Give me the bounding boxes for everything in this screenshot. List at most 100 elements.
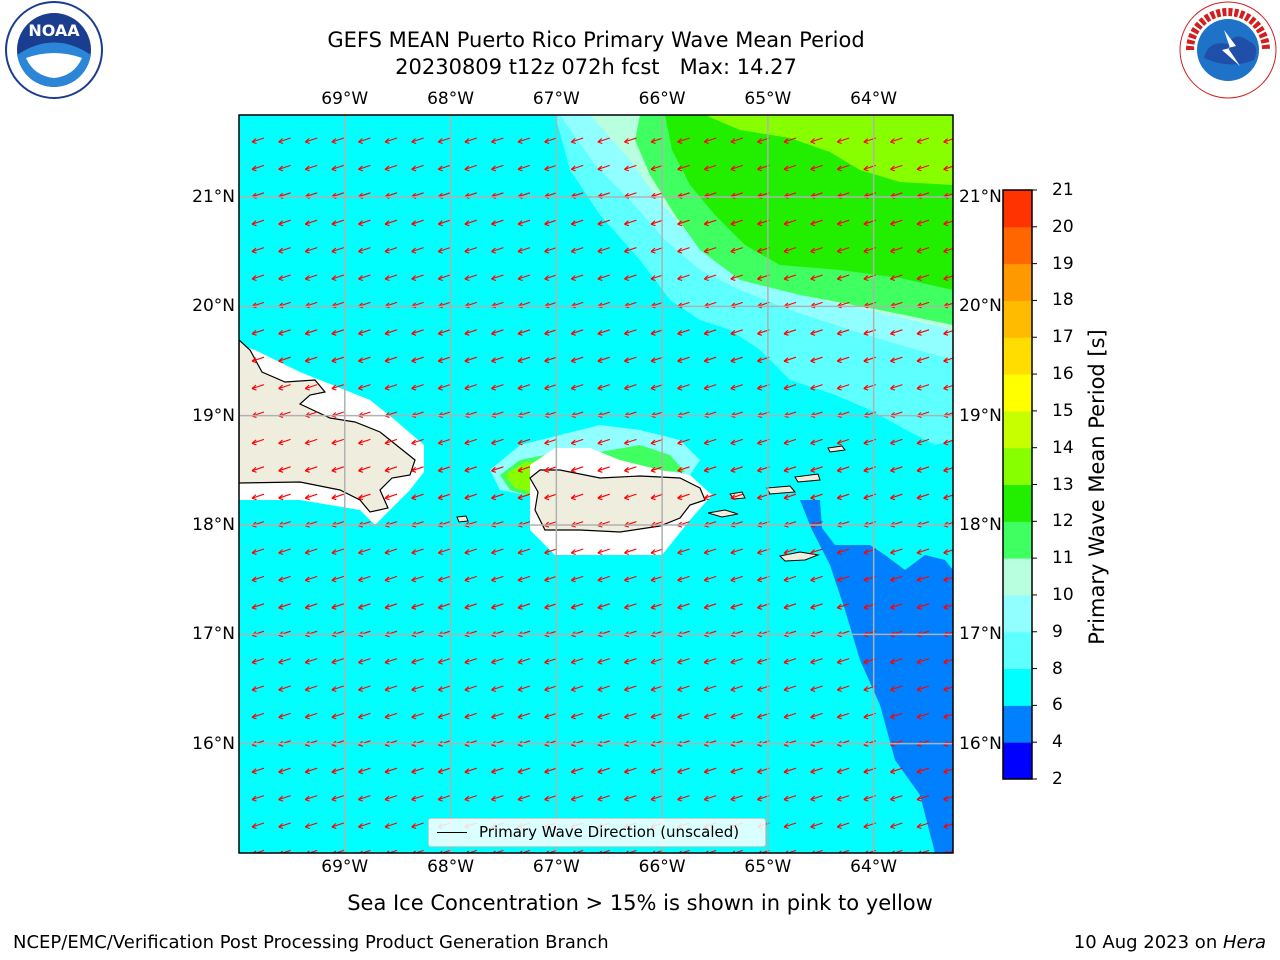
wave-arrow	[783, 438, 797, 446]
wave-arrow	[916, 767, 930, 775]
wave-arrow	[331, 493, 344, 501]
wave-arrow	[517, 493, 531, 501]
wave-arrow	[544, 493, 557, 501]
wave-arrow	[783, 493, 797, 501]
wave-arrow	[331, 685, 344, 693]
wave-arrow	[517, 384, 531, 391]
wave-arrow	[943, 439, 953, 446]
wave-arrow	[384, 822, 398, 830]
wave-arrow	[730, 712, 743, 720]
wave-arrow	[943, 549, 953, 556]
wave-arrow	[491, 712, 504, 720]
wave-arrow	[304, 329, 318, 336]
legend: Primary Wave Direction (unscaled)	[428, 818, 766, 847]
wave-arrow	[358, 685, 371, 693]
wave-arrow	[251, 247, 265, 254]
wave-arrow	[730, 548, 743, 556]
wave-arrow	[703, 274, 717, 282]
wave-arrow	[836, 712, 850, 720]
wave-arrow	[810, 548, 823, 556]
wave-arrow	[544, 767, 557, 775]
wave-arrow	[650, 685, 664, 693]
wave-arrow	[251, 164, 265, 172]
wave-arrow	[597, 329, 610, 336]
colorbar	[1002, 189, 1037, 780]
wave-arrow	[278, 493, 291, 501]
wave-arrow	[304, 767, 318, 775]
wave-arrow	[278, 658, 291, 665]
wave-arrow	[411, 247, 424, 254]
wave-arrow	[304, 822, 318, 830]
wave-arrow	[650, 795, 664, 802]
lat-tick-label-right: 19°N	[959, 405, 1002, 426]
footer-date: 10 Aug 2023 on Hera	[1074, 932, 1266, 953]
wave-arrow	[943, 165, 953, 172]
wave-arrow	[491, 247, 504, 254]
wave-arrow	[650, 247, 664, 254]
wave-arrow	[304, 575, 318, 583]
wave-arrow	[730, 356, 743, 364]
wave-arrow	[570, 164, 584, 172]
wave-arrow	[358, 493, 371, 501]
wave-arrow	[278, 548, 291, 556]
wave-arrow	[411, 329, 424, 336]
wave-arrow	[411, 658, 424, 665]
wave-arrow	[304, 247, 318, 254]
colorbar-segment	[1003, 337, 1032, 375]
wave-arrow	[890, 274, 903, 282]
wave-arrow	[783, 274, 797, 282]
lat-tick-label-left: 20°N	[192, 296, 235, 317]
colorbar-segment	[1003, 742, 1032, 780]
wave-arrow	[916, 384, 930, 391]
lon-tick-label-bottom: 65°W	[744, 857, 792, 877]
wave-arrow	[624, 329, 637, 336]
wave-arrow	[810, 247, 823, 254]
wave-arrow	[597, 466, 610, 473]
wave-arrow	[677, 712, 690, 720]
wave-arrow	[384, 164, 398, 172]
wave-arrow	[251, 658, 265, 665]
colorbar-tick-label: 6	[1052, 695, 1063, 716]
lon-tick-label-bottom: 68°W	[427, 857, 475, 877]
wave-arrow	[677, 438, 690, 446]
wave-arrow	[331, 164, 344, 172]
wave-arrow	[730, 795, 743, 802]
wave-arrow	[491, 329, 504, 336]
lon-tick-label-bottom: 64°W	[850, 857, 898, 877]
wave-arrow	[331, 795, 344, 802]
wave-arrow	[331, 548, 344, 556]
wave-arrow	[437, 548, 451, 556]
graticule	[239, 115, 953, 853]
wave-arrow	[544, 274, 557, 282]
wave-arrow	[810, 685, 823, 693]
wave-arrow	[384, 603, 398, 610]
wave-arrow	[836, 329, 850, 336]
noaa-logo-icon: NOAA	[5, 1, 103, 99]
wave-arrow	[570, 712, 584, 720]
wave-arrow	[650, 575, 664, 583]
lat-tick-label-left: 21°N	[192, 187, 235, 207]
wave-arrow	[916, 247, 930, 254]
wave-arrow	[703, 658, 717, 665]
wave-arrow	[491, 548, 504, 556]
wave-arrow	[916, 603, 930, 610]
wave-arrow	[358, 466, 371, 473]
wave-arrow	[650, 137, 664, 145]
wave-arrow	[278, 603, 291, 610]
wave-arrow	[331, 219, 344, 227]
wave-arrow	[251, 548, 265, 556]
wave-arrow	[358, 219, 371, 227]
wave-arrow	[943, 357, 953, 364]
wave-arrow	[943, 329, 953, 336]
wave-arrow	[783, 247, 797, 254]
wave-arrow	[916, 466, 930, 473]
wave-arrow	[570, 493, 584, 501]
land-puerto-rico	[529, 469, 706, 533]
wave-arrow	[491, 603, 504, 610]
wave-arrow	[783, 466, 797, 473]
land-anegada	[827, 445, 846, 453]
wave-arrow	[491, 384, 504, 391]
wave-arrow	[597, 603, 610, 610]
wave-arrow	[890, 329, 903, 336]
wave-arrow	[890, 575, 903, 583]
